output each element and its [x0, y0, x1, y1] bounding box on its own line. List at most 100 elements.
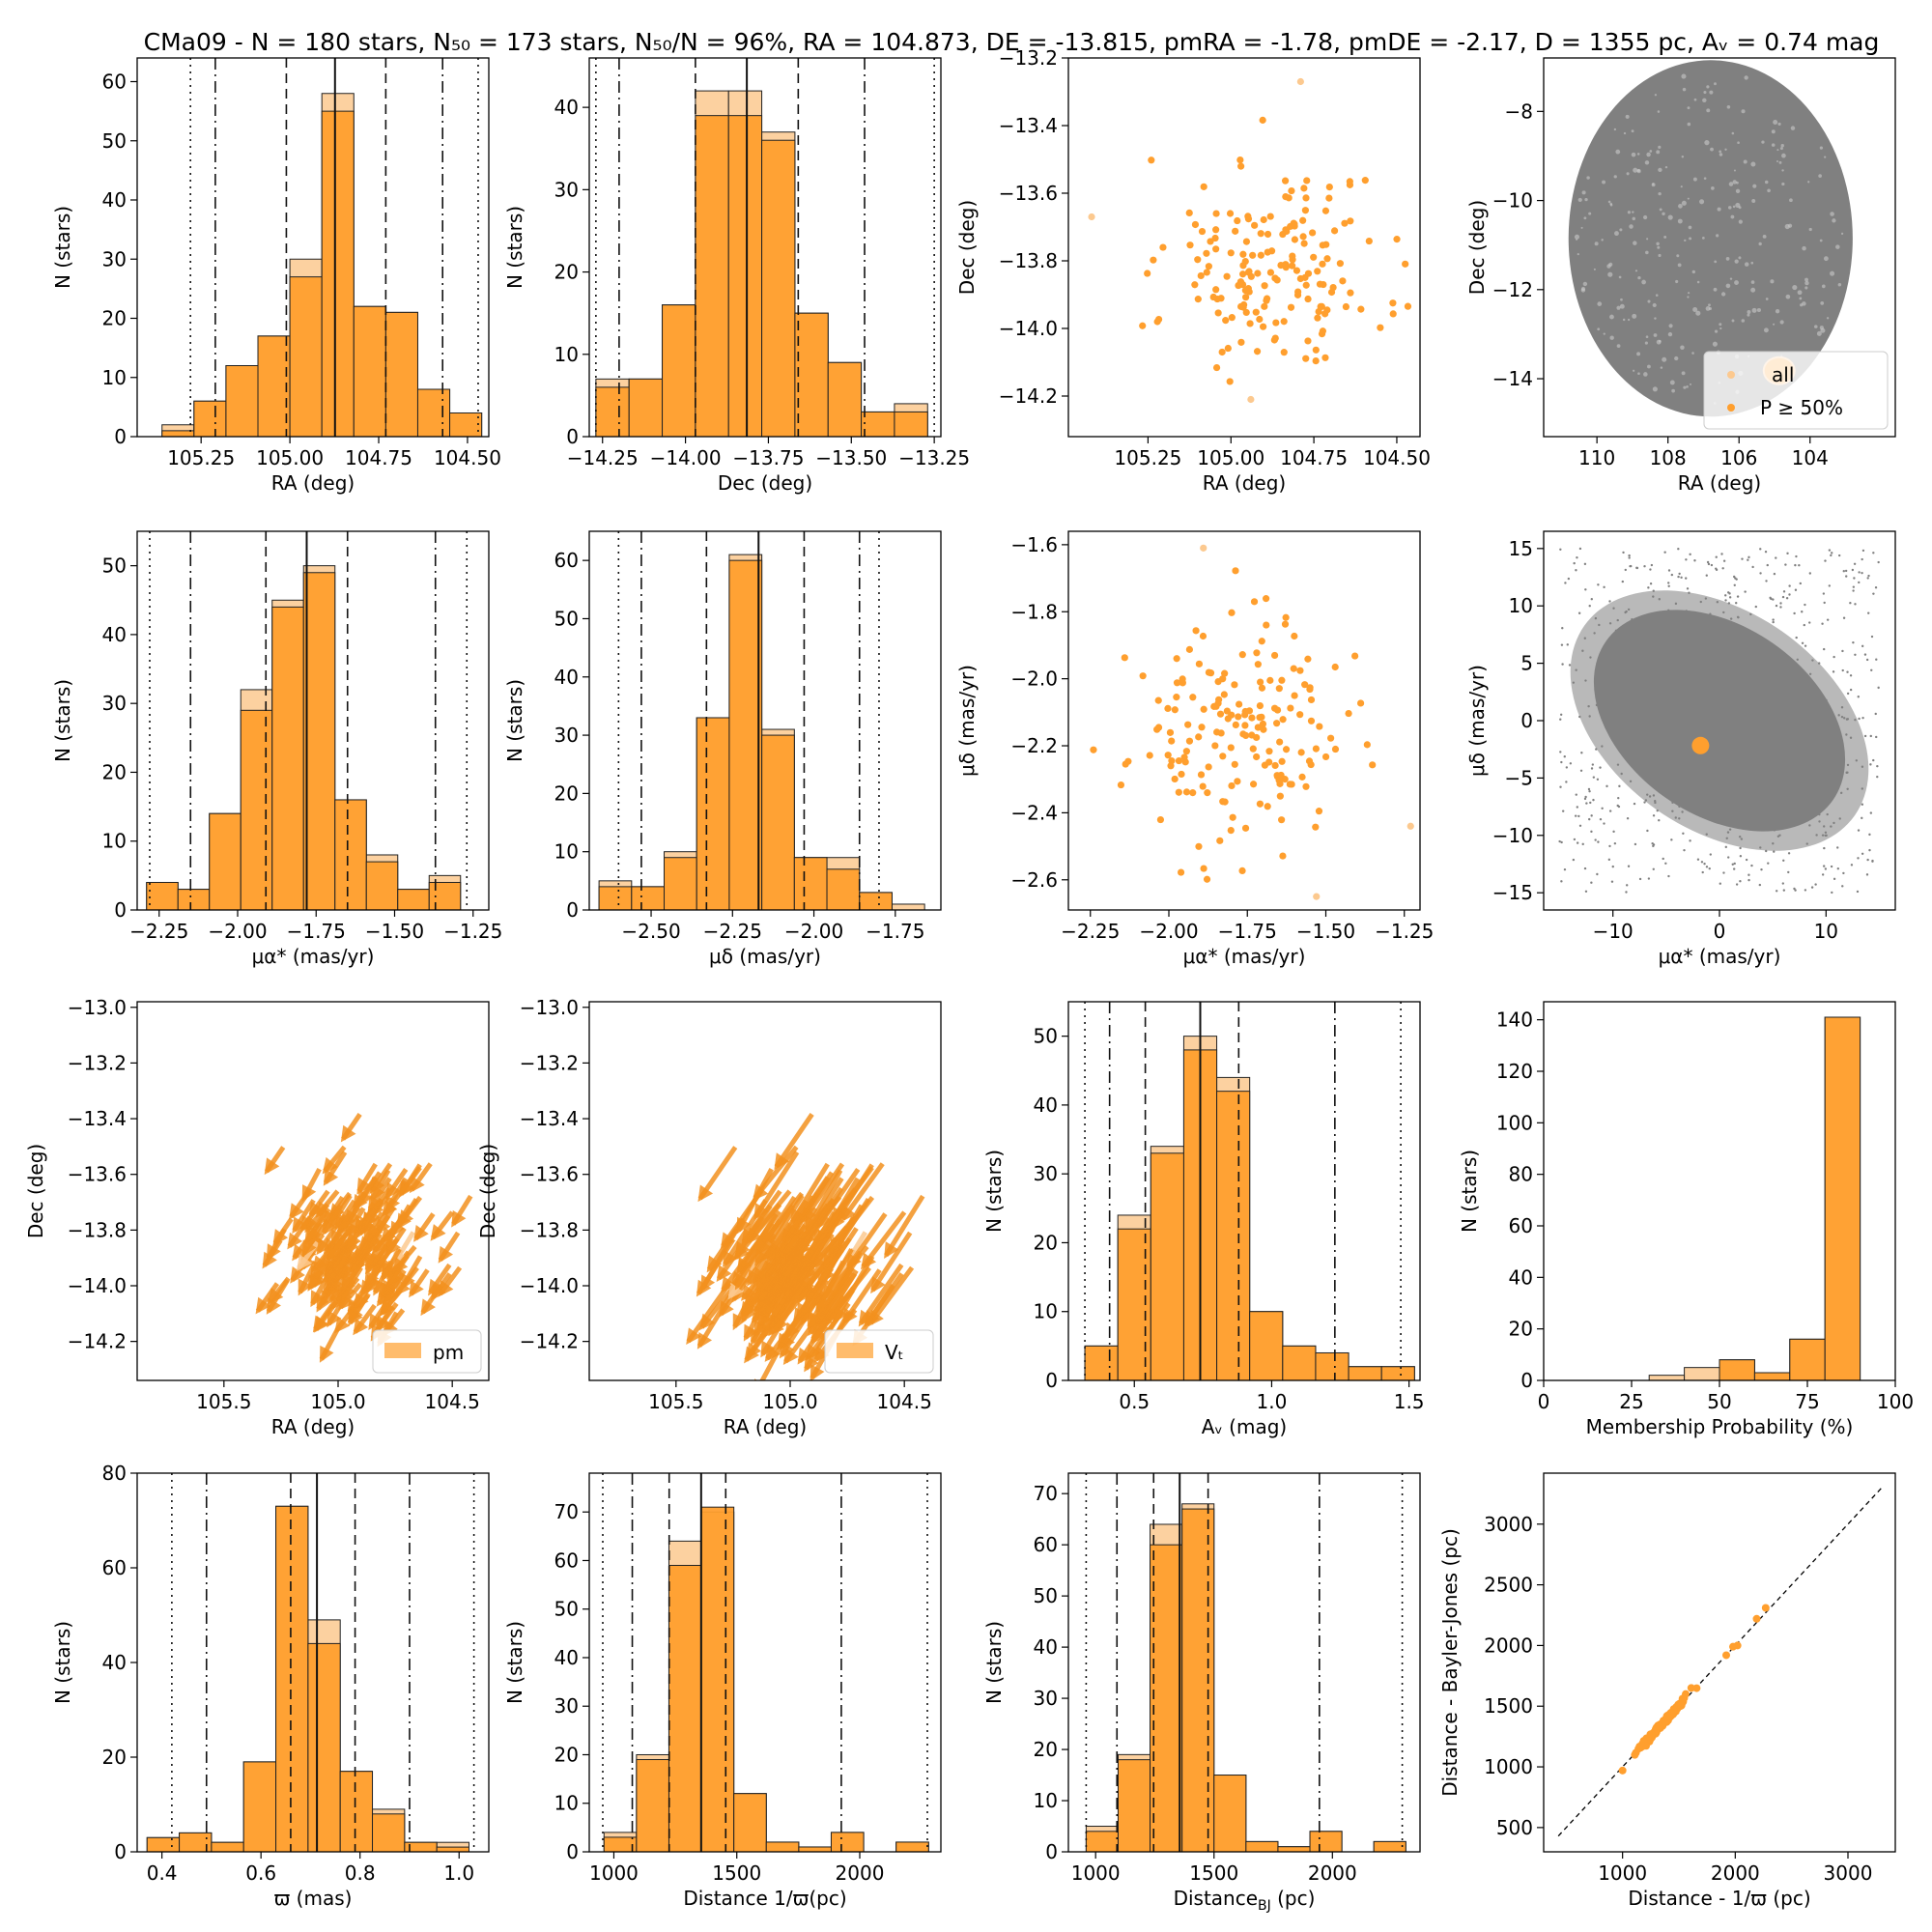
- y-tick-label: −13.2: [999, 46, 1058, 70]
- member-point: [1281, 620, 1290, 628]
- y-tick-label: 50: [102, 129, 127, 153]
- field-star: [1857, 696, 1861, 698]
- field-star: [1837, 554, 1841, 557]
- member-point: [1257, 230, 1264, 238]
- y-tick-label: 1500: [1484, 1694, 1533, 1718]
- bar-members: [449, 412, 483, 437]
- member-point: [1211, 234, 1219, 242]
- field-texture: [1808, 227, 1812, 232]
- member-point: [1236, 700, 1243, 708]
- field-texture: [1751, 307, 1757, 313]
- member-point: [1124, 757, 1132, 765]
- field-star: [1866, 577, 1869, 580]
- axes-frame: [1067, 1001, 1421, 1381]
- field-texture: [1677, 218, 1683, 224]
- field-texture: [1813, 325, 1818, 328]
- member-point: [1314, 314, 1321, 322]
- bar-all: [1648, 1375, 1686, 1380]
- member-point: [1173, 679, 1181, 687]
- member-point: [1250, 598, 1259, 606]
- bar-members: [895, 1841, 929, 1852]
- pm-arrow-head: [790, 1248, 806, 1265]
- pm-arrow-head: [747, 1268, 762, 1287]
- member-point: [1182, 788, 1191, 796]
- plot-area: [1084, 1002, 1415, 1380]
- field-texture: [1692, 306, 1698, 312]
- field-star: [1560, 760, 1563, 764]
- bar-members: [1348, 1366, 1382, 1380]
- x-axis-label: DistanceBJ (pc): [1174, 1887, 1316, 1914]
- x-tick-label: 105.00: [1197, 446, 1264, 469]
- pm-arrow: [808, 1265, 855, 1327]
- field-texture: [1657, 110, 1661, 113]
- pm-arrow-head: [845, 1252, 862, 1270]
- y-tick-label: 70: [554, 1500, 579, 1523]
- field-texture: [1608, 262, 1613, 267]
- field-star: [1739, 879, 1742, 883]
- field-texture: [1613, 128, 1617, 131]
- field-texture: [1644, 341, 1648, 345]
- field-texture: [1609, 335, 1614, 340]
- field-texture: [1734, 259, 1739, 264]
- field-star: [1685, 558, 1688, 561]
- field-star: [1583, 797, 1587, 801]
- member-point: [1117, 781, 1125, 789]
- bar-members: [727, 115, 763, 437]
- y-tick-label: −13.0: [520, 996, 579, 1019]
- bar-members: [211, 1841, 244, 1852]
- member-point: [1244, 215, 1253, 223]
- field-star: [1689, 839, 1691, 842]
- member-point: [1330, 227, 1339, 235]
- field-star: [1587, 787, 1591, 791]
- field-texture: [1706, 108, 1711, 113]
- field-star: [1703, 862, 1706, 866]
- panel-pm_field_scatter: −10 0 10 −15 −10 −5 0 5 10 15 μα* (mas/yr) μδ (mas/…: [1465, 530, 1896, 968]
- member-point: [1294, 288, 1302, 296]
- member-point: [1144, 270, 1151, 277]
- field-star: [1683, 848, 1686, 852]
- member-point: [1212, 226, 1220, 234]
- member-point: [1265, 748, 1273, 755]
- field-star: [1735, 602, 1738, 605]
- x-tick-label: 0.4: [147, 1861, 178, 1885]
- member-point: [1221, 669, 1229, 677]
- x-axis-label: Dec (deg): [718, 471, 812, 495]
- member-point: [1331, 745, 1340, 753]
- field-texture: [1684, 239, 1687, 242]
- x-tick-label: 10: [1814, 920, 1838, 943]
- member-point: [1301, 681, 1309, 689]
- member-point: [1242, 308, 1250, 317]
- x-tick-label: 50: [1707, 1390, 1731, 1413]
- field-star: [1788, 593, 1791, 596]
- field-star: [1597, 840, 1600, 843]
- member-point: [1266, 269, 1275, 276]
- member-point: [1211, 742, 1219, 750]
- member-point: [1315, 808, 1323, 815]
- pm-arrow-head: [364, 1269, 380, 1288]
- panel-vt_vectors: 105.5 105.0 104.5 −14.2 −14.0 −13.8 −13.6 −13.4…: [476, 996, 942, 1438]
- member-point: [1213, 728, 1221, 736]
- field-star: [1618, 784, 1621, 788]
- field-texture: [1625, 114, 1630, 119]
- axes: 105.25 105.00 104.75 104.50 0 10 20 30 40 50 60 RA …: [51, 57, 501, 495]
- field-star: [1773, 850, 1776, 853]
- field-star: [1652, 867, 1655, 871]
- y-tick-label: −13.4: [999, 114, 1058, 137]
- member-point: [1156, 815, 1165, 824]
- plot-area: [161, 58, 483, 437]
- member-point: [1278, 676, 1286, 684]
- field-texture: [1607, 271, 1613, 277]
- field-texture: [1686, 385, 1689, 388]
- member-point: [1273, 720, 1281, 727]
- bar-all: [1684, 1367, 1720, 1380]
- pm-arrow-head: [266, 1243, 281, 1262]
- member-point: [1168, 737, 1176, 745]
- member-point: [1304, 655, 1312, 663]
- y-tick-label: 20: [1034, 1231, 1058, 1254]
- y-tick-label: 70: [1034, 1482, 1058, 1505]
- member-point: [1266, 213, 1274, 220]
- field-star: [1663, 551, 1666, 554]
- field-star: [1612, 830, 1615, 834]
- field-star: [1608, 600, 1611, 603]
- panel-dist_compare: 1000 2000 3000 500 1000 1500 2000 2500 3000 Dista…: [1438, 1472, 1896, 1910]
